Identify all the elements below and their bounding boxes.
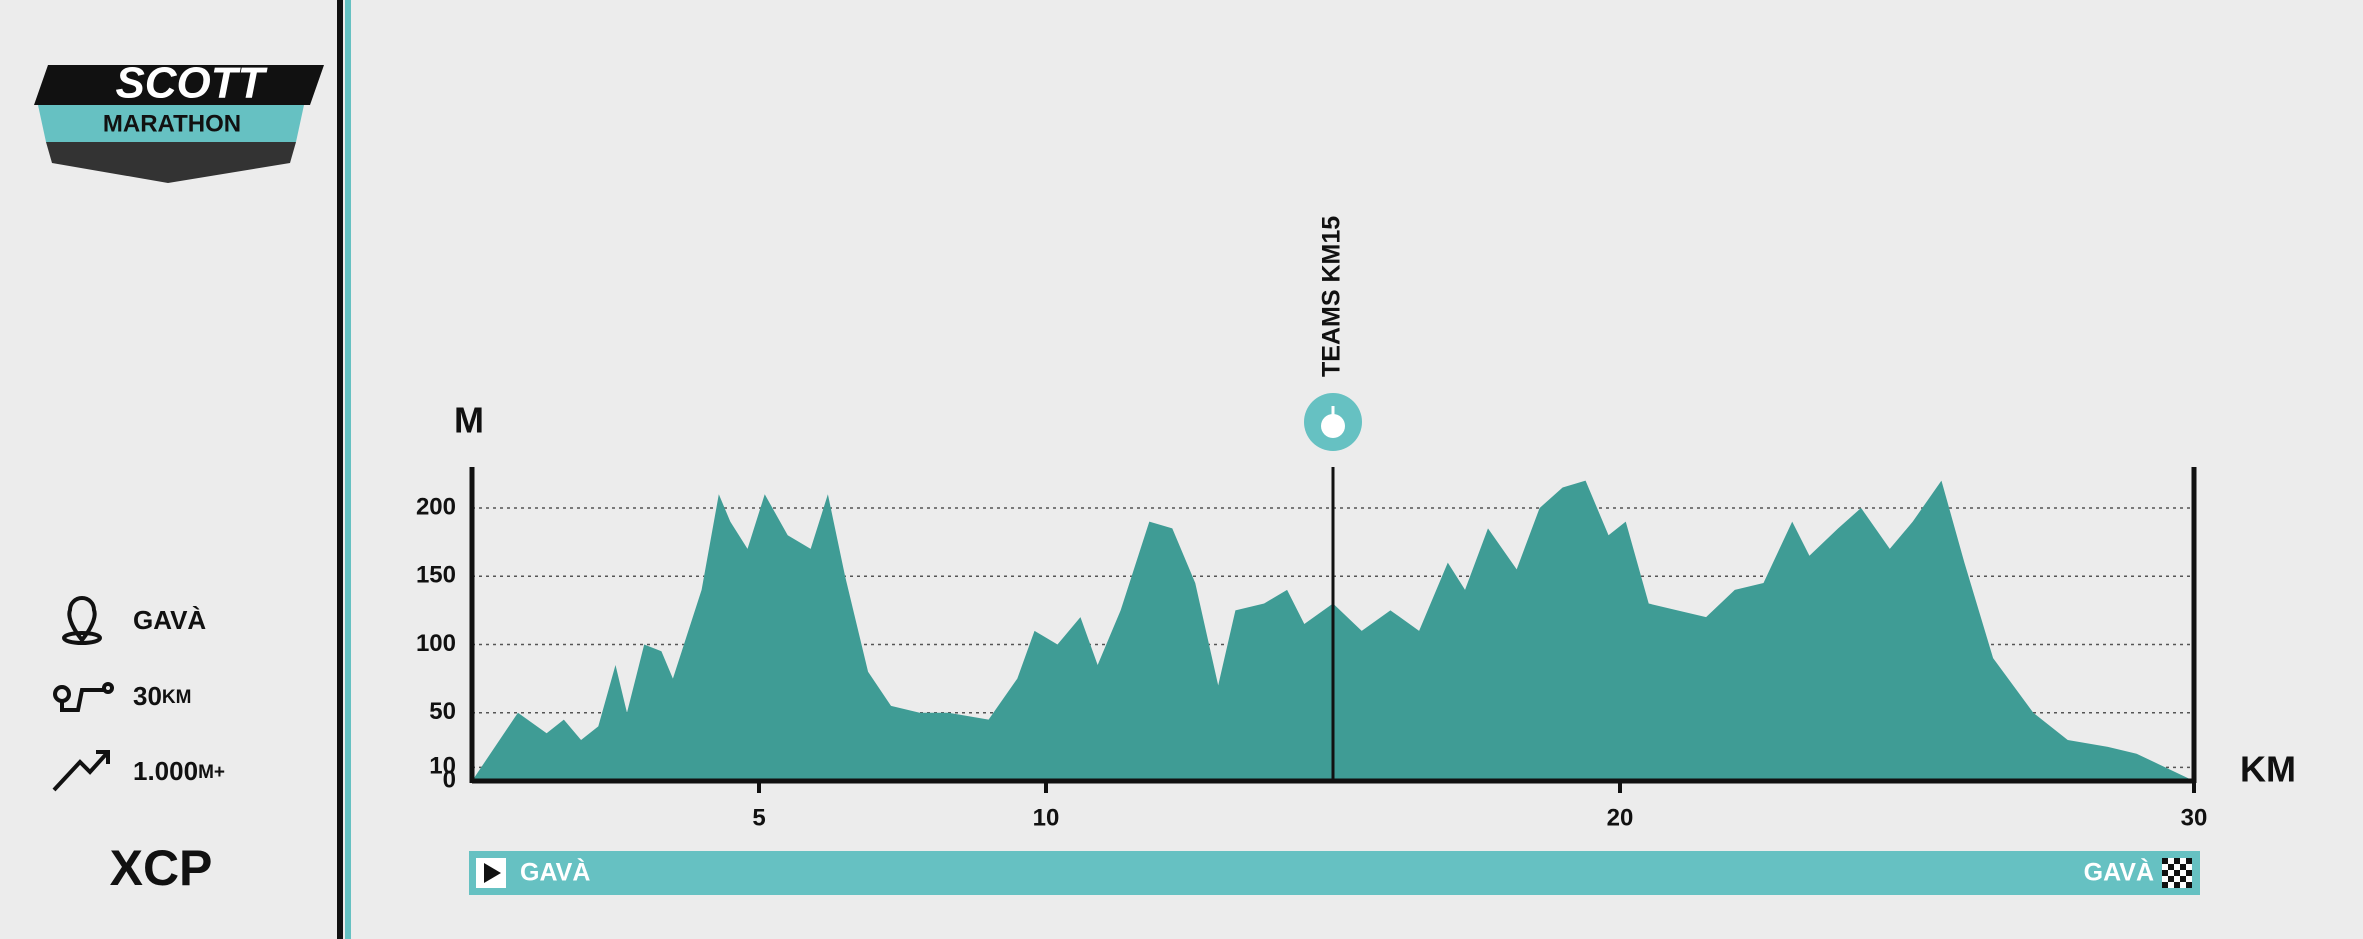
aid-station-stem — [1331, 406, 1335, 415]
distance: 30KM — [133, 681, 191, 711]
logo-bottom — [46, 142, 296, 183]
y-tick-label: 150 — [416, 562, 456, 589]
finish-flag — [2162, 858, 2192, 888]
distance-unit: KM — [162, 687, 192, 708]
logo-top — [34, 65, 324, 105]
y-tick-label: 10 — [429, 753, 456, 780]
aid-station-apple — [1321, 414, 1345, 438]
route-finish: GAVÀ — [2084, 858, 2154, 887]
x-tick-label: 10 — [1033, 804, 1060, 831]
elevation-value: 1.000 — [133, 756, 198, 786]
x-tick-label: 5 — [752, 804, 765, 831]
y-axis-label: M — [454, 400, 484, 441]
y-tick-label: 0 — [443, 766, 456, 793]
route-start: GAVÀ — [520, 858, 590, 887]
divider — [337, 0, 343, 939]
elevation-unit: M+ — [198, 762, 225, 783]
x-tick-label: 20 — [1607, 804, 1634, 831]
logo-brand: SCOTT — [115, 59, 267, 108]
divider-accent — [345, 0, 351, 939]
y-tick-label: 50 — [429, 698, 456, 725]
location: GAVÀ — [133, 605, 206, 635]
annotation-label: TEAMS KM15 — [1318, 216, 1346, 377]
y-tick-label: 100 — [416, 630, 456, 657]
elevation-gain: 1.000M+ — [133, 756, 225, 786]
elevation-icon — [52, 750, 110, 792]
x-tick-label: 30 — [2181, 804, 2208, 831]
y-tick-label: 200 — [416, 493, 456, 520]
logo-event: MARATHON — [103, 110, 241, 137]
x-axis-label: KM — [2240, 749, 2296, 790]
category: XCP — [110, 840, 213, 896]
location-icon — [62, 596, 102, 645]
route-bar — [469, 851, 2200, 895]
distance-value: 30 — [133, 681, 162, 711]
aid-station-icon — [1304, 393, 1362, 451]
start-icon-arrow — [484, 863, 501, 883]
logo-band — [38, 105, 304, 142]
distance-icon — [53, 682, 114, 712]
logo: SCOTT MARATHON — [34, 59, 324, 183]
